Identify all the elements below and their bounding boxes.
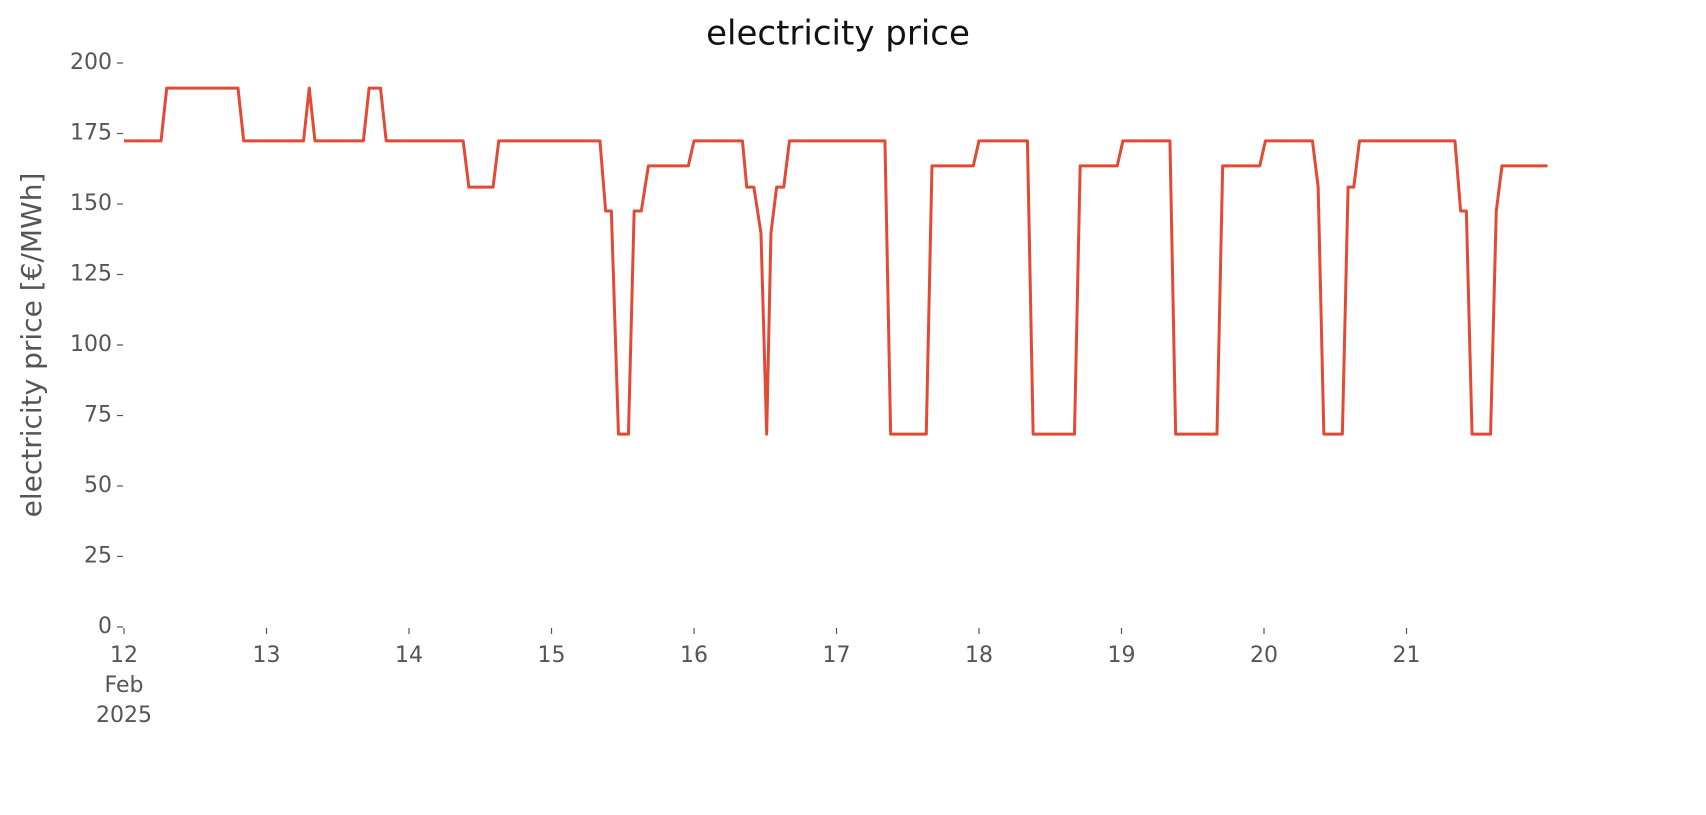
y-tick-label: 175 — [70, 121, 112, 146]
y-tick-label: 200 — [70, 50, 112, 75]
y-tick-label: 25 — [84, 544, 112, 569]
x-tick-label: 14 — [395, 643, 423, 668]
x-tick-label: 19 — [1107, 643, 1136, 668]
y-tick-label: 125 — [70, 262, 112, 287]
x-tick-label: 12 Feb 2025 — [96, 643, 152, 728]
x-tick-label: 16 — [680, 643, 708, 668]
price-line — [124, 86, 1548, 436]
y-tick-label: 50 — [84, 473, 112, 498]
y-tick-label: 100 — [70, 332, 112, 357]
x-tick-label: 18 — [965, 643, 993, 668]
y-tick-label: 150 — [70, 191, 112, 216]
x-tick-label: 21 — [1392, 643, 1421, 668]
x-tick-label: 20 — [1250, 643, 1278, 668]
x-tick-label: 15 — [537, 643, 566, 668]
y-axis-label: electricity price [€/MWh] — [15, 173, 48, 518]
chart-title: electricity price — [706, 14, 970, 54]
y-tick-label: 0 — [98, 614, 112, 639]
y-tick-label: 75 — [84, 403, 112, 428]
x-tick-label: 17 — [822, 643, 851, 668]
x-tick-label: 13 — [252, 643, 281, 668]
